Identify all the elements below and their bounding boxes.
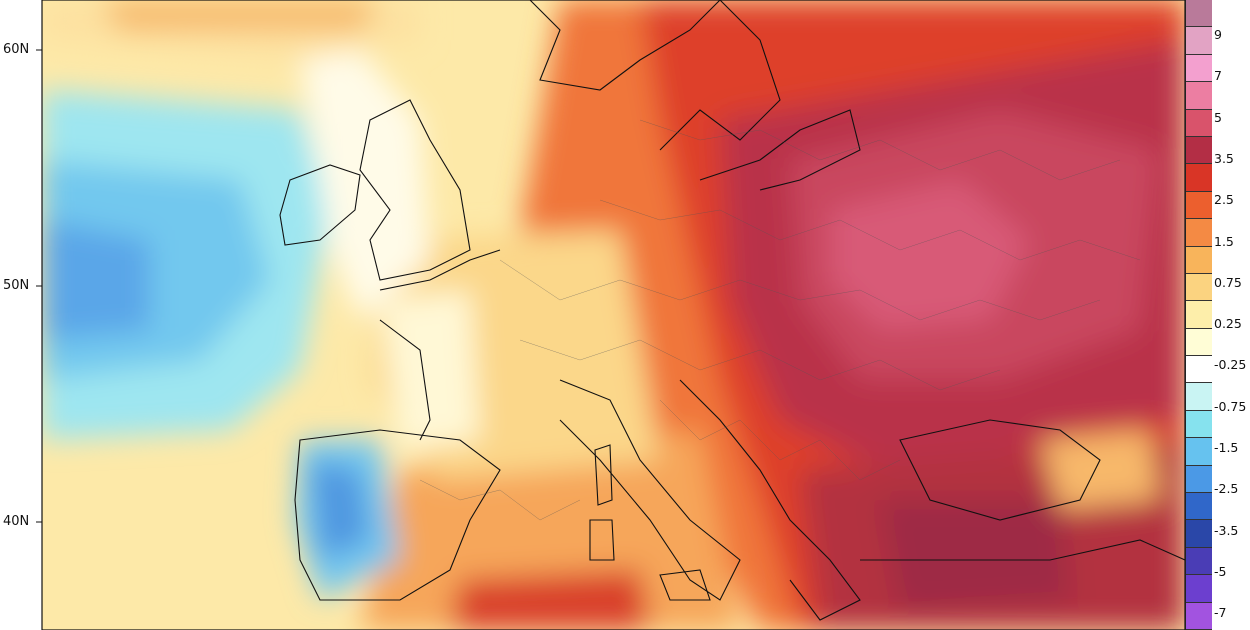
color-scale-swatch (1186, 328, 1212, 357)
color-scale-label: -2.5 (1214, 481, 1239, 497)
color-scale-label: 0.25 (1214, 316, 1242, 332)
anomaly-field (42, 0, 1185, 630)
color-scale-label: 5 (1214, 109, 1222, 125)
color-scale-swatch (1186, 219, 1212, 247)
color-scale-swatch (1186, 54, 1212, 83)
latitude-label-40n: 40N (3, 514, 30, 529)
color-scale-swatch (1186, 438, 1212, 466)
color-scale-label: -0.75 (1214, 398, 1247, 414)
latitude-label-60n: 60N (3, 42, 30, 57)
color-scale-swatch (1186, 410, 1212, 439)
color-scale-label: 2.5 (1214, 192, 1234, 208)
color-scale-swatch (1186, 575, 1212, 603)
color-scale-swatch (1186, 520, 1212, 548)
color-scale-swatch (1186, 383, 1212, 411)
color-scale-swatch (1186, 136, 1212, 165)
color-scale-label: 0.75 (1214, 274, 1242, 290)
color-scale-swatch (1186, 547, 1212, 576)
latitude-label-50n: 50N (3, 278, 30, 293)
color-scale-swatch (1186, 273, 1212, 302)
color-scale-swatch (1186, 191, 1212, 220)
color-scale-swatch (1186, 356, 1212, 384)
color-scale-legend (1185, 0, 1212, 630)
color-scale-label: 7 (1214, 68, 1222, 84)
color-scale-label: 9 (1214, 27, 1222, 42)
color-scale-label: -0.25 (1214, 357, 1247, 373)
color-scale-swatch (1186, 602, 1212, 630)
coastline-borders (279, 0, 1185, 621)
color-scale-swatch (1186, 465, 1212, 494)
color-scale-label: 3.5 (1214, 150, 1234, 166)
color-scale-swatch (1186, 109, 1212, 137)
color-scale-swatch (1186, 0, 1212, 28)
color-scale-swatch (1186, 27, 1212, 55)
latitude-ticks (36, 49, 42, 523)
color-scale-label: -3.5 (1214, 522, 1239, 538)
color-scale-swatch (1186, 493, 1212, 521)
color-scale-swatch (1186, 301, 1212, 329)
color-scale-swatch (1186, 82, 1212, 110)
color-scale-swatch (1186, 246, 1212, 274)
color-scale-label: 1.5 (1214, 233, 1234, 249)
color-scale-label: -1.5 (1214, 440, 1239, 455)
color-scale-swatch (1186, 164, 1212, 192)
color-scale-label: -5 (1214, 563, 1227, 579)
color-scale-label: -7 (1214, 605, 1227, 621)
